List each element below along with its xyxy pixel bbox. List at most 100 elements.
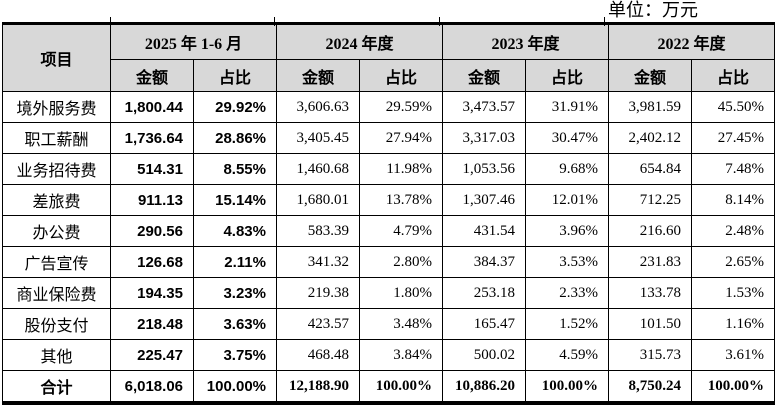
table-row: 广告宣传 126.68 2.11% 341.32 2.80% 384.37 3.…	[2, 246, 776, 278]
cell-amount-2025: 225.47	[110, 339, 194, 371]
subheader-amount-2023: 金额	[442, 59, 527, 92]
cell-ratio-2024: 2.80%	[358, 246, 444, 278]
cell-ratio-2022: 7.48%	[691, 153, 776, 185]
cell-amount-2024: 423.57	[276, 308, 360, 340]
cell-ratio-2024: 100.00%	[358, 370, 444, 404]
cell-amount-2023: 165.47	[442, 308, 527, 340]
cell-ratio-2025: 29.92%	[193, 91, 277, 123]
row-label: 业务招待费	[2, 153, 111, 185]
cell-ratio-2022: 100.00%	[691, 370, 776, 404]
cell-amount-2025: 514.31	[110, 153, 194, 185]
cell-amount-2023: 253.18	[442, 277, 527, 309]
table-row: 股份支付 218.48 3.63% 423.57 3.48% 165.47 1.…	[2, 308, 776, 340]
cell-amount-2024: 583.39	[276, 215, 360, 247]
row-label: 办公费	[2, 215, 111, 247]
cell-ratio-2022: 1.53%	[691, 277, 776, 309]
border-tick	[110, 17, 111, 26]
cell-ratio-2025: 100.00%	[193, 370, 277, 404]
border-tick	[274, 17, 275, 26]
cell-ratio-2023: 30.47%	[525, 122, 610, 154]
cell-ratio-2024: 27.94%	[358, 122, 444, 154]
header-row-periods: 项目 2025 年 1-6 月 2024 年度 2023 年度 2022 年度	[2, 23, 776, 92]
cell-ratio-2025: 4.83%	[193, 215, 277, 247]
subheader-ratio-2025: 占比	[193, 59, 277, 92]
cell-ratio-2023: 12.01%	[525, 184, 610, 216]
cell-ratio-2024: 4.79%	[358, 215, 444, 247]
cell-amount-2024: 12,188.90	[276, 370, 360, 404]
cell-ratio-2024: 29.59%	[358, 91, 444, 123]
cell-amount-2023: 431.54	[442, 215, 527, 247]
cell-ratio-2025: 3.63%	[193, 308, 277, 340]
table-row: 商业保险费 194.35 3.23% 219.38 1.80% 253.18 2…	[2, 277, 776, 309]
cell-ratio-2023: 2.33%	[525, 277, 610, 309]
cell-amount-2022: 216.60	[608, 215, 693, 247]
cell-amount-2023: 500.02	[442, 339, 527, 371]
column-group-2024: 2024 年度	[275, 23, 444, 60]
cell-ratio-2024: 3.48%	[358, 308, 444, 340]
border-tick	[439, 17, 440, 26]
cell-ratio-2025: 2.11%	[193, 246, 277, 278]
cell-amount-2023: 1,307.46	[442, 184, 527, 216]
row-label: 商业保险费	[2, 277, 111, 309]
cell-amount-2024: 341.32	[276, 246, 360, 278]
row-label-total: 合计	[2, 370, 111, 404]
subheader-ratio-2023: 占比	[525, 59, 610, 92]
cell-ratio-2022: 1.16%	[691, 308, 776, 340]
column-group-2022: 2022 年度	[608, 23, 776, 60]
border-tick	[604, 17, 605, 26]
cell-amount-2022: 101.50	[608, 308, 693, 340]
cell-ratio-2024: 13.78%	[358, 184, 444, 216]
cell-amount-2022: 3,981.59	[608, 91, 693, 123]
cell-ratio-2022: 8.14%	[691, 184, 776, 216]
column-group-2023: 2023 年度	[442, 23, 610, 60]
subheader-ratio-2022: 占比	[691, 59, 776, 92]
cell-amount-2023: 3,473.57	[442, 91, 527, 123]
cell-amount-2023: 1,053.56	[442, 153, 527, 185]
cell-ratio-2025: 3.23%	[193, 277, 277, 309]
cell-amount-2022: 712.25	[608, 184, 693, 216]
cell-ratio-2023: 3.53%	[525, 246, 610, 278]
cell-amount-2025: 126.68	[110, 246, 194, 278]
cell-amount-2025: 1,736.64	[110, 122, 194, 154]
cell-ratio-2025: 8.55%	[193, 153, 277, 185]
cell-amount-2025: 911.13	[110, 184, 194, 216]
data-table: 项目 2025 年 1-6 月 2024 年度 2023 年度 2022 年度 …	[2, 22, 776, 405]
cell-ratio-2022: 2.65%	[691, 246, 776, 278]
row-label: 境外服务费	[2, 91, 111, 123]
row-label: 职工薪酬	[2, 122, 111, 154]
subheader-amount-2025: 金额	[110, 59, 194, 92]
cell-ratio-2024: 11.98%	[358, 153, 444, 185]
table-row: 其他 225.47 3.75% 468.48 3.84% 500.02 4.59…	[2, 339, 776, 371]
cell-ratio-2022: 45.50%	[691, 91, 776, 123]
cell-amount-2024: 219.38	[276, 277, 360, 309]
cell-amount-2023: 10,886.20	[442, 370, 527, 404]
cell-amount-2022: 315.73	[608, 339, 693, 371]
row-label: 差旅费	[2, 184, 111, 216]
subheader-ratio-2024: 占比	[358, 59, 444, 92]
cell-amount-2022: 8,750.24	[608, 370, 693, 404]
table-row-total: 合计 6,018.06 100.00% 12,188.90 100.00% 10…	[2, 370, 776, 404]
column-group-2025: 2025 年 1-6 月	[110, 23, 277, 60]
cell-amount-2022: 133.78	[608, 277, 693, 309]
cell-ratio-2022: 3.61%	[691, 339, 776, 371]
table-row: 业务招待费 514.31 8.55% 1,460.68 11.98% 1,053…	[2, 153, 776, 185]
cell-amount-2025: 1,800.44	[110, 91, 194, 123]
row-label: 其他	[2, 339, 111, 371]
cell-amount-2022: 231.83	[608, 246, 693, 278]
cell-ratio-2024: 3.84%	[358, 339, 444, 371]
cell-ratio-2022: 27.45%	[691, 122, 776, 154]
cell-ratio-2024: 1.80%	[358, 277, 444, 309]
table-row: 境外服务费 1,800.44 29.92% 3,606.63 29.59% 3,…	[2, 91, 776, 123]
cell-ratio-2023: 3.96%	[525, 215, 610, 247]
table-row: 职工薪酬 1,736.64 28.86% 3,405.45 27.94% 3,3…	[2, 122, 776, 154]
cell-amount-2022: 654.84	[608, 153, 693, 185]
header-row-subheaders: 金额 占比 金额 占比 金额 占比 金额 占比	[3, 59, 776, 92]
subheader-amount-2024: 金额	[276, 59, 360, 92]
cell-ratio-2023: 9.68%	[525, 153, 610, 185]
cell-ratio-2025: 15.14%	[193, 184, 277, 216]
cell-amount-2024: 3,405.45	[276, 122, 360, 154]
expense-table: 项目 2025 年 1-6 月 2024 年度 2023 年度 2022 年度 …	[2, 17, 776, 405]
cell-amount-2024: 1,680.01	[276, 184, 360, 216]
cell-amount-2023: 3,317.03	[442, 122, 527, 154]
